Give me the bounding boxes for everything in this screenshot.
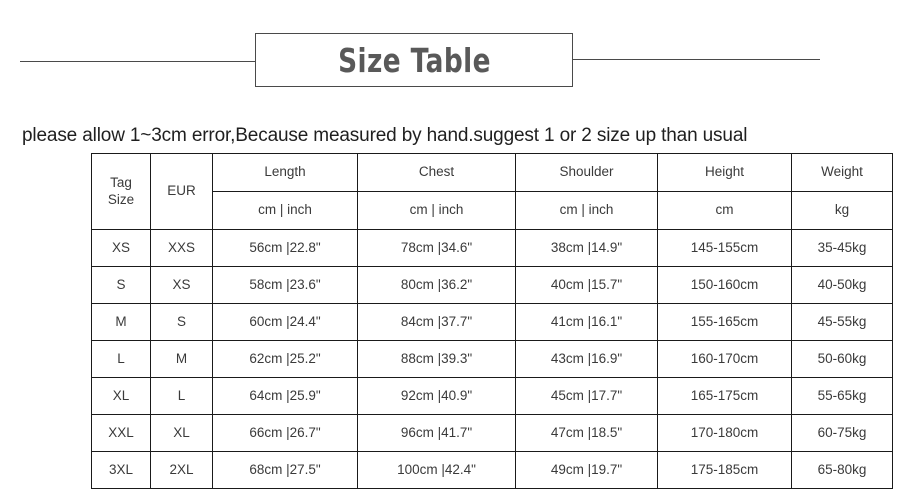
cell-weight: 40-50kg bbox=[791, 266, 893, 304]
cell-shoulder: 38cm |14.9" bbox=[515, 229, 658, 267]
page-title: Size Table bbox=[337, 40, 491, 80]
cell-eur: L bbox=[150, 377, 213, 415]
cell-length: 64cm |25.9" bbox=[212, 377, 358, 415]
column-header-shoulder: Shoulder bbox=[515, 153, 658, 192]
cell-eur: XS bbox=[150, 266, 213, 304]
cell-weight: 50-60kg bbox=[791, 340, 893, 378]
cell-length: 58cm |23.6" bbox=[212, 266, 358, 304]
size-table: Tag Size EUR Length Chest Shoulder Heigh… bbox=[91, 153, 893, 489]
unit-header-height: cm bbox=[657, 191, 792, 230]
table-row: XS XXS 56cm |22.8" 78cm |34.6" 38cm |14.9" 14… bbox=[91, 229, 893, 267]
table-row: XL L 64cm |25.9" 92cm |40.9" 45cm |17.7" 165-… bbox=[91, 377, 893, 415]
cell-length: 60cm |24.4" bbox=[212, 303, 358, 341]
title-banner: Size Table bbox=[0, 0, 921, 118]
cell-chest: 78cm |34.6" bbox=[357, 229, 516, 267]
cell-shoulder: 41cm |16.1" bbox=[515, 303, 658, 341]
unit-header-chest: cm | inch bbox=[357, 191, 516, 230]
unit-header-shoulder: cm | inch bbox=[515, 191, 658, 230]
cell-chest: 84cm |37.7" bbox=[357, 303, 516, 341]
cell-eur: 2XL bbox=[150, 451, 213, 489]
cell-eur: XL bbox=[150, 414, 213, 452]
cell-weight: 55-65kg bbox=[791, 377, 893, 415]
cell-shoulder: 47cm |18.5" bbox=[515, 414, 658, 452]
cell-weight: 35-45kg bbox=[791, 229, 893, 267]
cell-length: 62cm |25.2" bbox=[212, 340, 358, 378]
cell-height: 165-175cm bbox=[657, 377, 792, 415]
table-row: L M 62cm |25.2" 88cm |39.3" 43cm |16.9" 160-1… bbox=[91, 340, 893, 378]
header-row-primary: Tag Size EUR Length Chest Shoulder Heigh… bbox=[91, 153, 893, 230]
cell-tag-size: XXL bbox=[91, 414, 151, 452]
cell-chest: 92cm |40.9" bbox=[357, 377, 516, 415]
title-box: Size Table bbox=[255, 33, 573, 87]
table-row: M S 60cm |24.4" 84cm |37.7" 41cm |16.1" 155-1… bbox=[91, 303, 893, 341]
column-header-length: Length bbox=[212, 153, 358, 192]
cell-shoulder: 49cm |19.7" bbox=[515, 451, 658, 489]
unit-header-weight: kg bbox=[791, 191, 893, 230]
cell-height: 145-155cm bbox=[657, 229, 792, 267]
cell-height: 160-170cm bbox=[657, 340, 792, 378]
column-header-tag-size: Tag Size bbox=[91, 153, 151, 230]
cell-tag-size: L bbox=[91, 340, 151, 378]
cell-tag-size: XS bbox=[91, 229, 151, 267]
cell-weight: 45-55kg bbox=[791, 303, 893, 341]
cell-length: 66cm |26.7" bbox=[212, 414, 358, 452]
cell-height: 150-160cm bbox=[657, 266, 792, 304]
cell-length: 56cm |22.8" bbox=[212, 229, 358, 267]
cell-height: 175-185cm bbox=[657, 451, 792, 489]
cell-eur: M bbox=[150, 340, 213, 378]
cell-shoulder: 40cm |15.7" bbox=[515, 266, 658, 304]
table-row: S XS 58cm |23.6" 80cm |36.2" 40cm |15.7" 150-… bbox=[91, 266, 893, 304]
table-row: 3XL 2XL 68cm |27.5" 100cm |42.4" 49cm |19.7"… bbox=[91, 451, 893, 489]
cell-eur: XXS bbox=[150, 229, 213, 267]
cell-shoulder: 43cm |16.9" bbox=[515, 340, 658, 378]
decorative-rule-right bbox=[573, 59, 820, 60]
table-body: XS XXS 56cm |22.8" 78cm |34.6" 38cm |14.9" 14… bbox=[91, 229, 893, 489]
column-header-weight: Weight bbox=[791, 153, 893, 192]
column-header-eur: EUR bbox=[150, 153, 213, 230]
cell-weight: 65-80kg bbox=[791, 451, 893, 489]
decorative-rule-left bbox=[20, 61, 256, 62]
cell-shoulder: 45cm |17.7" bbox=[515, 377, 658, 415]
unit-header-length: cm | inch bbox=[212, 191, 358, 230]
cell-tag-size: XL bbox=[91, 377, 151, 415]
tag-size-label-line2: Size bbox=[107, 191, 135, 207]
cell-weight: 60-75kg bbox=[791, 414, 893, 452]
cell-chest: 88cm |39.3" bbox=[357, 340, 516, 378]
cell-eur: S bbox=[150, 303, 213, 341]
cell-tag-size: M bbox=[91, 303, 151, 341]
header-row-units: cm | inch cm | inch cm | inch cm kg bbox=[92, 191, 893, 230]
column-header-height: Height bbox=[657, 153, 792, 192]
measurement-note: please allow 1~3cm error,Because measure… bbox=[22, 125, 748, 146]
tag-size-label-line1: Tag bbox=[110, 174, 132, 190]
cell-chest: 96cm |41.7" bbox=[357, 414, 516, 452]
cell-chest: 80cm |36.2" bbox=[357, 266, 516, 304]
table-row: XXL XL 66cm |26.7" 96cm |41.7" 47cm |18.5" 17… bbox=[91, 414, 893, 452]
cell-height: 170-180cm bbox=[657, 414, 792, 452]
cell-tag-size: 3XL bbox=[91, 451, 151, 489]
cell-height: 155-165cm bbox=[657, 303, 792, 341]
cell-chest: 100cm |42.4" bbox=[357, 451, 516, 489]
table-head: Tag Size EUR Length Chest Shoulder Heigh… bbox=[91, 153, 893, 230]
cell-tag-size: S bbox=[91, 266, 151, 304]
column-header-chest: Chest bbox=[357, 153, 516, 192]
cell-length: 68cm |27.5" bbox=[212, 451, 358, 489]
